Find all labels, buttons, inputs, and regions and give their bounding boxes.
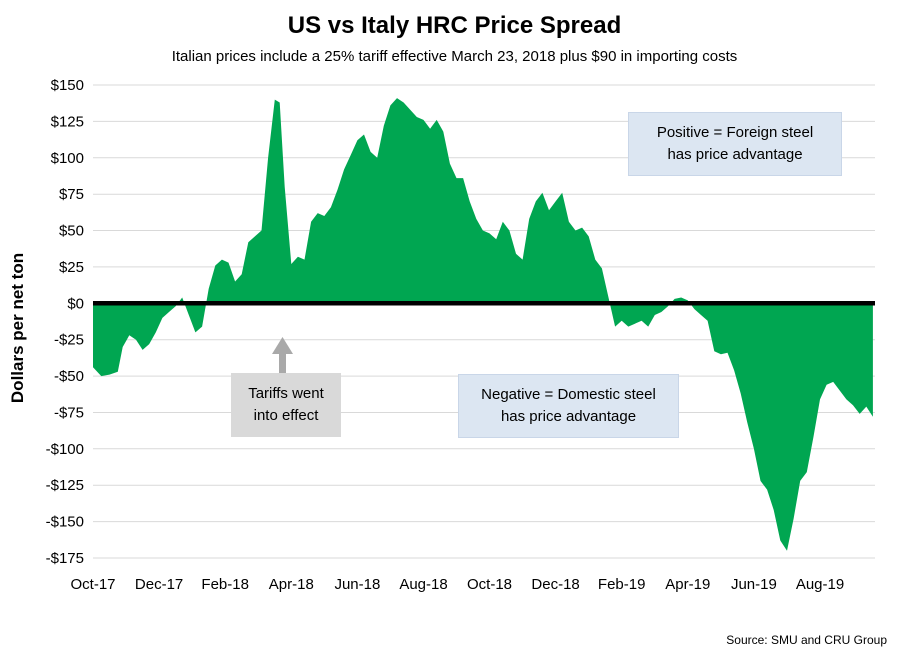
svg-text:$125: $125: [51, 113, 84, 130]
svg-text:Aug-18: Aug-18: [399, 576, 447, 593]
svg-text:Jun-18: Jun-18: [334, 576, 380, 593]
tariff-arrow-icon: [272, 337, 293, 373]
chart-title: US vs Italy HRC Price Spread: [287, 12, 622, 39]
svg-text:Feb-18: Feb-18: [201, 576, 249, 593]
y-axis-labels: $150 $125 $100 $75 $50 $25 $0 -$25 -$50 -$75 -$100…: [46, 77, 84, 567]
spread-area-series: [93, 98, 873, 551]
svg-text:-$175: -$175: [46, 550, 84, 567]
svg-text:Dec-18: Dec-18: [531, 576, 579, 593]
svg-text:Apr-19: Apr-19: [665, 576, 710, 593]
svg-text:$100: $100: [51, 150, 84, 167]
svg-text:Feb-19: Feb-19: [598, 576, 646, 593]
source-credit: Source: SMU and CRU Group: [726, 633, 887, 647]
svg-text:$150: $150: [51, 77, 84, 94]
svg-text:-$25: -$25: [54, 332, 84, 349]
svg-text:Oct-17: Oct-17: [70, 576, 115, 593]
svg-text:$75: $75: [59, 186, 84, 203]
svg-text:$25: $25: [59, 259, 84, 276]
svg-text:-$50: -$50: [54, 368, 84, 385]
svg-text:Apr-18: Apr-18: [269, 576, 314, 593]
x-axis-labels: Oct-17 Dec-17 Feb-18 Apr-18 Jun-18 Aug-18 Oct-…: [70, 576, 844, 593]
svg-text:-$100: -$100: [46, 441, 84, 458]
negative-note: Negative = Domestic steel has price adva…: [458, 374, 679, 438]
tariffs-note: Tariffs went into effect: [231, 373, 341, 437]
chart-subtitle: Italian prices include a 25% tariff effe…: [171, 48, 738, 65]
positive-note: Positive = Foreign steel has price advan…: [628, 112, 842, 176]
svg-text:Jun-19: Jun-19: [731, 576, 777, 593]
svg-text:$0: $0: [67, 295, 84, 312]
svg-text:-$125: -$125: [46, 477, 84, 494]
svg-text:-$150: -$150: [46, 514, 84, 531]
svg-text:$50: $50: [59, 223, 84, 240]
svg-text:Aug-19: Aug-19: [796, 576, 844, 593]
svg-text:Dec-17: Dec-17: [135, 576, 183, 593]
svg-text:-$75: -$75: [54, 405, 84, 422]
svg-text:Oct-18: Oct-18: [467, 576, 512, 593]
